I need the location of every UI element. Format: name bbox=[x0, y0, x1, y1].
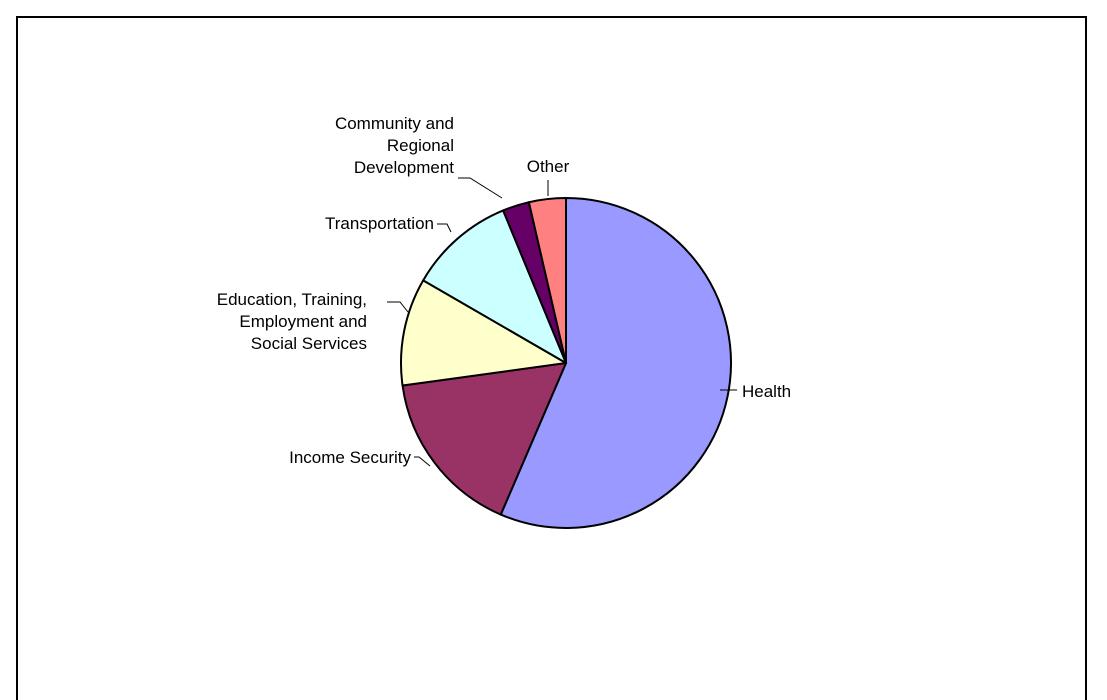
slice-label: Income Security bbox=[289, 448, 411, 467]
leader-line bbox=[437, 223, 452, 233]
slice-label: Community and Regional Development bbox=[335, 114, 454, 177]
slice-label: Other bbox=[527, 157, 570, 176]
leader-line bbox=[458, 177, 503, 199]
slice-label: Health bbox=[742, 382, 791, 401]
leader-line bbox=[414, 456, 431, 467]
slice-label: Transportation bbox=[325, 214, 434, 233]
leader-line bbox=[387, 301, 409, 313]
pie-slice-health bbox=[499, 197, 732, 529]
pie-slice-other bbox=[527, 197, 567, 364]
slice-label: Education, Training, Employment and Social… bbox=[217, 290, 367, 353]
pie-slice-education-training-employment-and-social-services bbox=[400, 279, 567, 387]
pie-slice-income-security bbox=[401, 362, 567, 516]
pie-slice-transportation bbox=[422, 209, 567, 364]
